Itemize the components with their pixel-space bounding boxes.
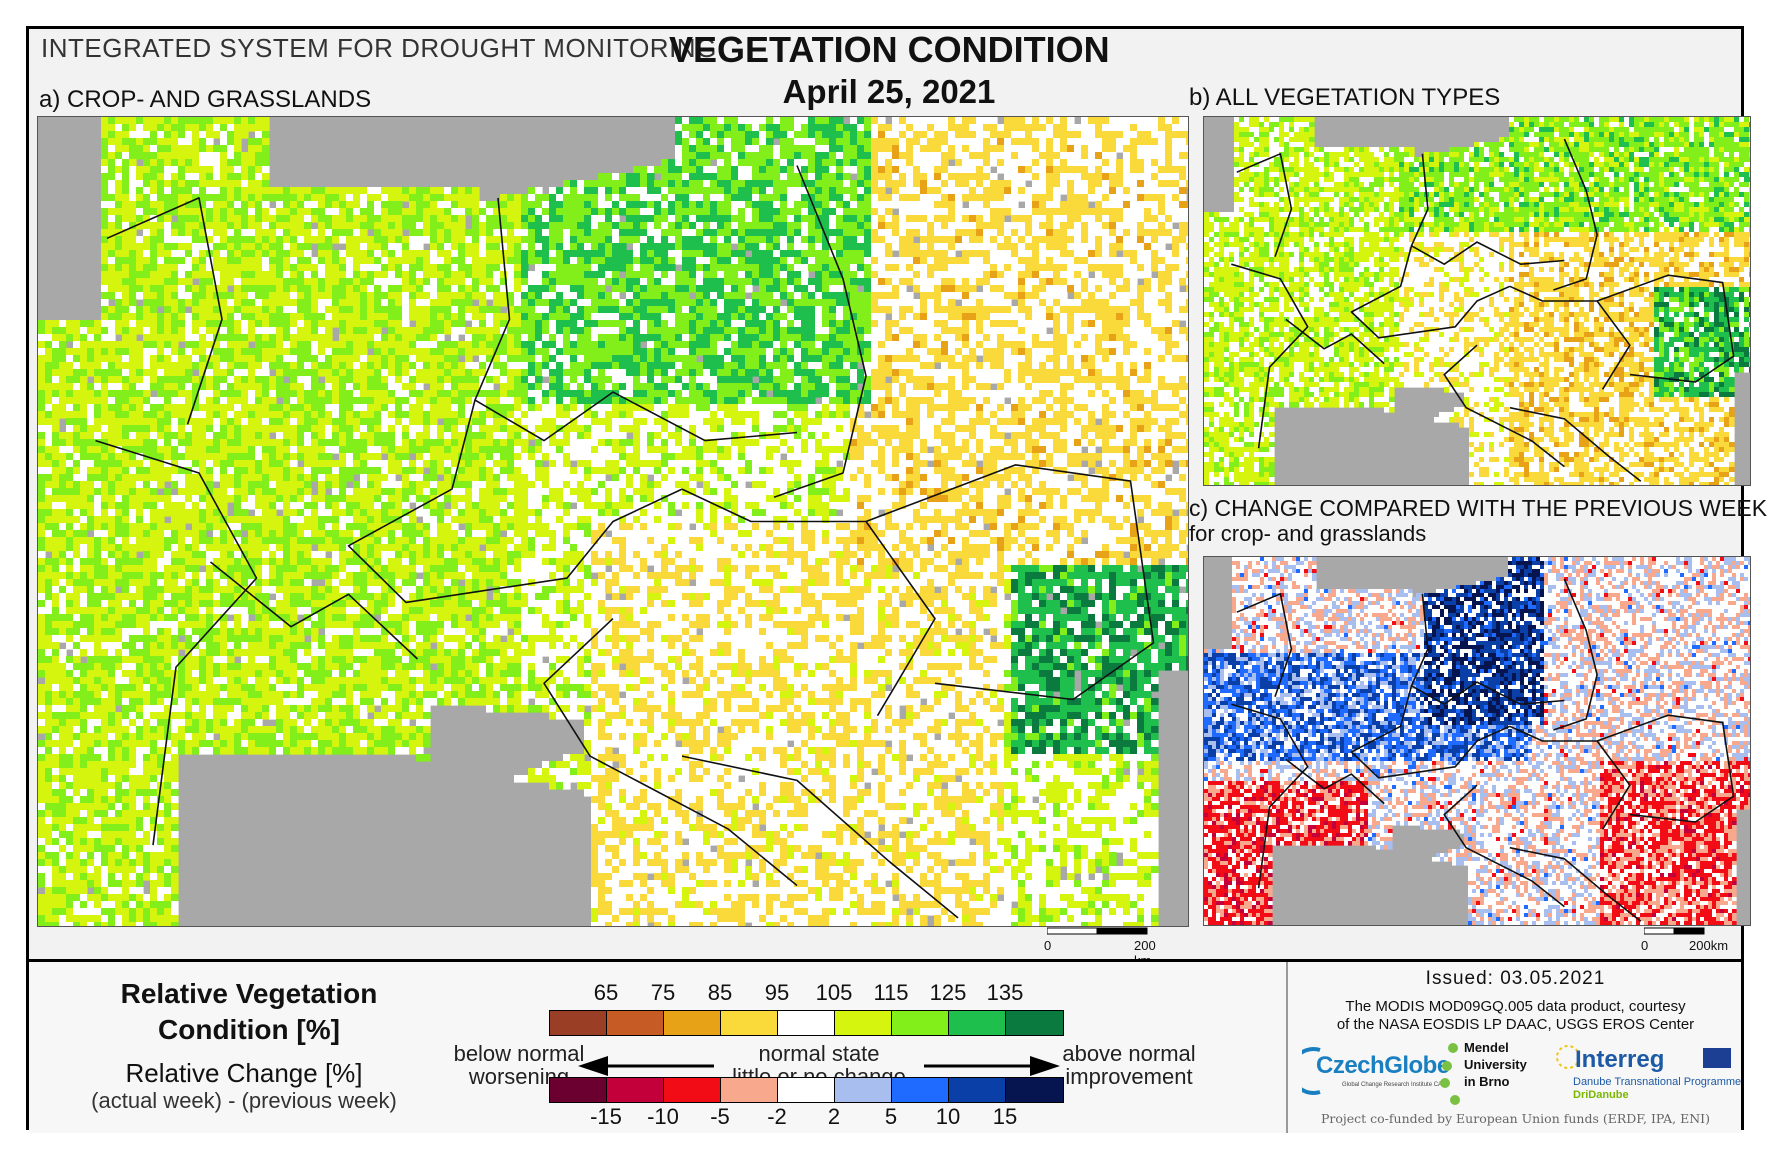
legend-title: Relative Vegetation Condition [%] xyxy=(104,976,394,1048)
funding-note: Project co-funded by European Union fund… xyxy=(1288,1111,1743,1126)
panel-c-sublabel: for crop- and grasslands xyxy=(1189,521,1426,547)
map-a-raster xyxy=(38,117,1188,926)
condition-swatch xyxy=(835,1011,892,1035)
system-title: INTEGRATED SYSTEM FOR DROUGHT MONITORING xyxy=(41,33,717,64)
change-swatch xyxy=(550,1078,607,1102)
condition-swatch xyxy=(550,1011,607,1035)
interreg-star-icon xyxy=(1556,1045,1580,1069)
scalebar-c: 0 200km xyxy=(1639,926,1749,956)
change-tick-label: -5 xyxy=(710,1104,730,1130)
left-label-line2: worsening xyxy=(439,1065,599,1088)
legend-area: Relative Vegetation Condition [%] Relati… xyxy=(29,959,1741,1133)
raster-cells xyxy=(38,117,1188,926)
condition-swatch xyxy=(721,1011,778,1035)
condition-tick-label: 85 xyxy=(708,980,732,1006)
country-borders xyxy=(1231,138,1735,482)
right-label-line1: above normal xyxy=(1049,1042,1209,1065)
raster-cells xyxy=(1204,557,1750,925)
condition-tick-label: 65 xyxy=(594,980,618,1006)
condition-swatch xyxy=(892,1011,949,1035)
legend-arrows xyxy=(578,1056,1060,1076)
condition-tick-label: 75 xyxy=(651,980,675,1006)
panel-c-label: c) CHANGE COMPARED WITH THE PREVIOUS WEE… xyxy=(1189,495,1767,522)
map-panel-c xyxy=(1203,556,1751,926)
change-swatch xyxy=(892,1078,949,1102)
condition-tick-label: 125 xyxy=(930,980,967,1006)
map-c-raster xyxy=(1204,557,1750,925)
scalebar-a-start: 0 xyxy=(1044,938,1051,953)
interreg-logo: Interreg Danube Transnational Programme … xyxy=(1553,1042,1743,1102)
change-swatch xyxy=(664,1078,721,1102)
condition-tick-label: 115 xyxy=(873,980,908,1006)
panel-a-label: a) CROP- AND GRASSLANDS xyxy=(39,86,371,114)
czechglobe-logo: CzechGlobe Global Change Research Instit… xyxy=(1289,1042,1452,1097)
change-tick-label: -10 xyxy=(647,1104,679,1130)
page-title: VEGETATION CONDITION xyxy=(669,29,1110,71)
change-tick-label: -2 xyxy=(767,1104,787,1130)
credit-line1: The MODIS MOD09GQ.005 data product, cour… xyxy=(1288,998,1743,1016)
change-swatch xyxy=(949,1078,1006,1102)
condition-swatch xyxy=(778,1011,835,1035)
legend-change-subtitle: (actual week) - (previous week) xyxy=(89,1088,399,1114)
map-date: April 25, 2021 xyxy=(669,73,1109,111)
map-frame: INTEGRATED SYSTEM FOR DROUGHT MONITORING… xyxy=(26,26,1767,1133)
condition-tick-label: 95 xyxy=(765,980,789,1006)
condition-swatch xyxy=(949,1011,1006,1035)
change-swatch xyxy=(721,1078,778,1102)
change-tick-label: 10 xyxy=(936,1104,960,1130)
country-borders xyxy=(1231,578,1735,922)
panel-b-label: b) ALL VEGETATION TYPES xyxy=(1189,84,1500,112)
change-tick-label: 2 xyxy=(828,1104,840,1130)
change-swatch xyxy=(778,1078,835,1102)
change-swatch xyxy=(835,1078,892,1102)
change-swatch xyxy=(1006,1078,1063,1102)
change-colorbar xyxy=(549,1077,1064,1103)
change-tick-label: -15 xyxy=(590,1104,622,1130)
raster-cells xyxy=(1204,117,1750,485)
map-panel-b xyxy=(1203,116,1751,486)
credits-box: Issued: 03.05.2021 The MODIS MOD09GQ.005… xyxy=(1286,962,1743,1133)
map-panel-a xyxy=(37,116,1189,927)
condition-colorbar xyxy=(549,1010,1064,1036)
eu-flag-icon xyxy=(1703,1048,1731,1068)
condition-swatch xyxy=(607,1011,664,1035)
legend-change-title: Relative Change [%] xyxy=(89,1058,399,1089)
legend-right-label: above normal improvement xyxy=(1049,1042,1209,1088)
legend-left-label: below normal worsening xyxy=(439,1042,599,1088)
scalebar-a: 0 200 km xyxy=(1039,926,1169,968)
change-tick-label: 5 xyxy=(885,1104,897,1130)
right-label-line2: improvement xyxy=(1049,1065,1209,1088)
credit-line2: of the NASA EOSDIS LP DAAC, USGS EROS Ce… xyxy=(1288,1016,1743,1034)
condition-swatch xyxy=(1006,1011,1063,1035)
condition-tick-label: 105 xyxy=(816,980,853,1006)
map-b-raster xyxy=(1204,117,1750,485)
scalebar-c-start: 0 xyxy=(1641,938,1648,953)
change-tick-label: 15 xyxy=(993,1104,1017,1130)
data-credit: The MODIS MOD09GQ.005 data product, cour… xyxy=(1288,998,1743,1034)
condition-tick-label: 135 xyxy=(987,980,1024,1006)
country-borders xyxy=(95,165,1155,919)
scalebar-c-end: 200km xyxy=(1689,938,1728,953)
issued-date: Issued: 03.05.2021 xyxy=(1288,968,1743,990)
center-label-line1: normal state xyxy=(719,1042,919,1065)
change-swatch xyxy=(607,1078,664,1102)
left-label-line1: below normal xyxy=(439,1042,599,1065)
condition-swatch xyxy=(664,1011,721,1035)
